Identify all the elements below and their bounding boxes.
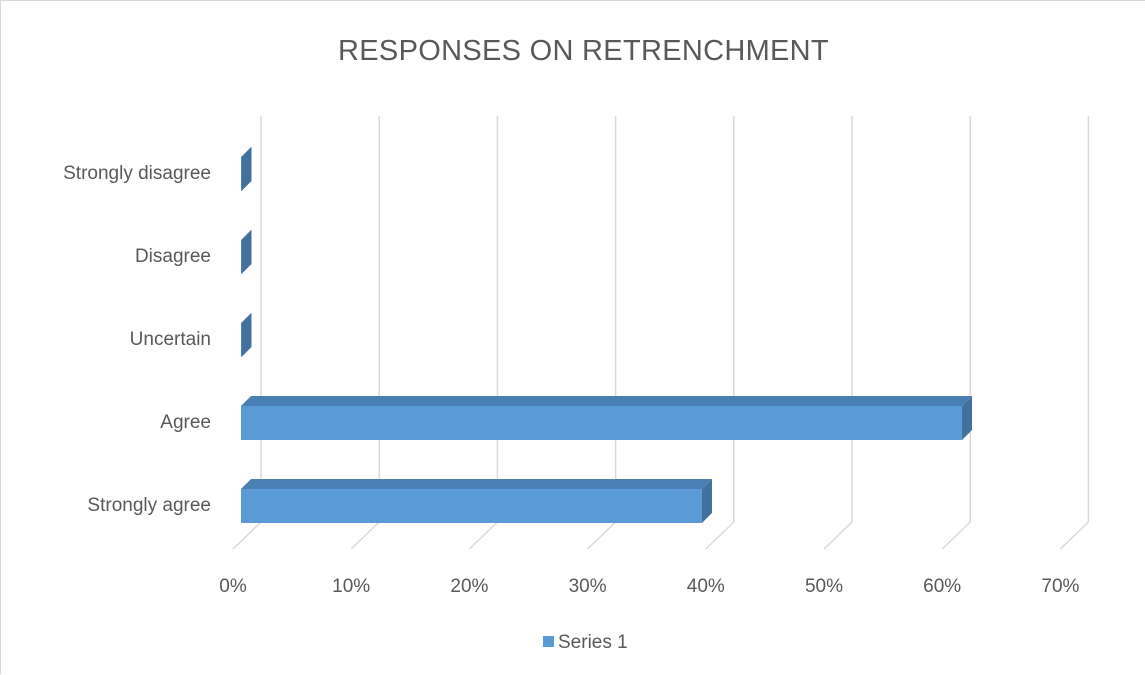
category-label: Strongly disagree	[63, 163, 211, 184]
category-label: Strongly agree	[87, 495, 211, 516]
x-tick-label: 10%	[332, 576, 370, 597]
floor-gridline	[941, 521, 971, 550]
bar-side-face	[701, 479, 712, 523]
x-tick-label: 60%	[923, 576, 961, 597]
chart-title: RESPONSES ON RETRENCHMENT	[338, 35, 829, 67]
x-tick-label: 30%	[569, 576, 607, 597]
bar	[241, 157, 242, 191]
bar-side-face	[241, 313, 252, 357]
bar-side-face	[962, 396, 973, 440]
bar-top-face	[241, 313, 252, 323]
x-tick-label: 70%	[1041, 576, 1079, 597]
bar-top-face	[241, 396, 973, 406]
x-tick-label: 50%	[805, 576, 843, 597]
floor-gridline	[232, 521, 262, 550]
x-tick-label: 0%	[219, 576, 247, 597]
floor-gridline	[823, 521, 853, 550]
legend-label: Series 1	[558, 632, 628, 653]
bar-side-face	[241, 230, 252, 274]
legend-swatch	[543, 636, 554, 647]
bar	[241, 406, 963, 440]
bar-top-face	[241, 230, 252, 240]
floor-gridline	[705, 521, 735, 550]
bar	[241, 489, 702, 523]
bar-top-face	[241, 479, 712, 489]
floor-gridline	[587, 521, 617, 550]
floor-gridline	[350, 521, 380, 550]
category-label: Agree	[160, 412, 211, 433]
bar-top-face	[241, 147, 252, 157]
bar	[241, 323, 242, 357]
x-tick-label: 20%	[450, 576, 488, 597]
category-label: Disagree	[135, 246, 211, 267]
bar-side-face	[241, 147, 252, 191]
bar	[241, 240, 242, 274]
x-tick-label: 40%	[687, 576, 725, 597]
floor-gridline	[1059, 521, 1089, 550]
floor-gridline	[468, 521, 498, 550]
category-label: Uncertain	[130, 329, 211, 350]
